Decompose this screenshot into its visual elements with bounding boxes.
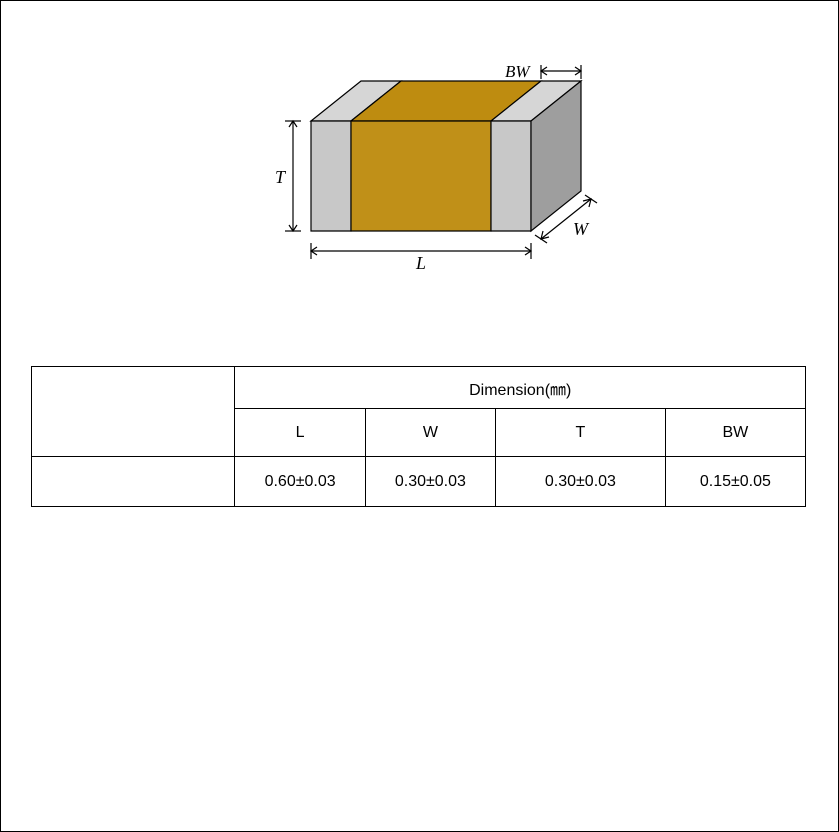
dimension-table: Dimension(㎜) L W T BW 0.60±0.03 0.30±0.0… <box>31 366 806 507</box>
table-cell: 0.15±0.05 <box>665 457 805 507</box>
table-cell: 0.60±0.03 <box>235 457 365 507</box>
dim-label-T: T <box>275 167 287 187</box>
table-header-dimension: Dimension(㎜) <box>235 367 806 409</box>
table-empty-header <box>32 367 235 457</box>
component-diagram: T L W BW <box>1 61 839 321</box>
table-cell: 0.30±0.03 <box>365 457 495 507</box>
table-col-W: W <box>365 409 495 457</box>
table-col-T: T <box>496 409 666 457</box>
dim-label-BW: BW <box>505 62 531 81</box>
capacitor-3d-svg: T L W BW <box>241 61 601 291</box>
table-col-BW: BW <box>665 409 805 457</box>
table-cell: 0.30±0.03 <box>496 457 666 507</box>
table-row: 0.60±0.03 0.30±0.03 0.30±0.03 0.15±0.05 <box>32 457 806 507</box>
table-col-L: L <box>235 409 365 457</box>
dim-label-L: L <box>415 253 426 273</box>
page: T L W BW Dimension(㎜ <box>0 0 839 832</box>
dim-label-W: W <box>573 219 590 239</box>
table-row-label <box>32 457 235 507</box>
